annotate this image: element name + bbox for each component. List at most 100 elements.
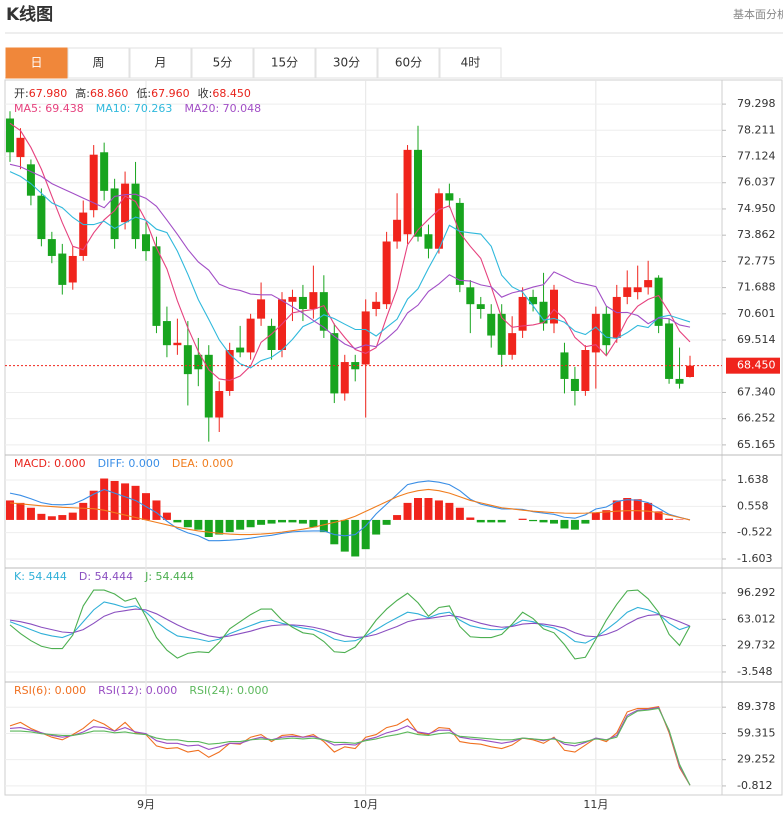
macd-bar [539, 519, 548, 523]
price-tag-label: 68.450 [737, 359, 776, 372]
candle-body [393, 219, 402, 242]
series-line [9, 163, 691, 350]
candle-body [6, 118, 14, 153]
series-line [9, 488, 691, 536]
macd-bar [414, 498, 422, 520]
candle-body [414, 149, 422, 237]
macd-bar [623, 498, 632, 520]
series-line [10, 707, 691, 786]
macd-bar [393, 515, 402, 520]
y-tick-label: 77.124 [737, 150, 776, 163]
macd-bar [487, 519, 496, 523]
y-tick-label: 0.558 [737, 499, 769, 512]
macd-bar [476, 519, 485, 523]
macd-bar [351, 519, 360, 557]
tab[interactable] [315, 47, 378, 79]
candle-body [623, 287, 632, 297]
candle-body [100, 152, 109, 191]
y-tick-label: -0.812 [737, 779, 772, 792]
candle-body [162, 321, 171, 346]
macd-bar [6, 500, 14, 520]
tab-label[interactable]: 日 [30, 56, 42, 70]
y-tick-label: 66.252 [737, 412, 776, 425]
macd-bar [550, 519, 558, 524]
series-line [9, 480, 691, 542]
macd-bar [612, 500, 621, 520]
macd-bar [58, 515, 67, 520]
candle-body [476, 304, 485, 310]
candle-body [257, 299, 266, 319]
candle-body [644, 280, 653, 288]
macd-bar [37, 513, 46, 520]
legend-entry: MA10: 70.263 [96, 102, 173, 115]
macd-bar [267, 519, 276, 524]
candle-body [539, 301, 548, 324]
candle-body [225, 350, 234, 391]
tab[interactable] [67, 47, 130, 79]
macd-bar [403, 502, 412, 520]
macd-bar [278, 519, 286, 523]
macd-bar [455, 507, 464, 520]
macd-bar [131, 485, 140, 520]
ohlc-value: 68.450 [212, 87, 251, 100]
candle-body [79, 212, 88, 256]
ohlc-label: 收: [198, 86, 213, 100]
candle-body [351, 362, 360, 370]
macd-bar [225, 519, 234, 533]
macd-bar [204, 519, 213, 537]
y-tick-label: -1.603 [737, 552, 772, 565]
candle-body [560, 352, 569, 379]
candle-body [319, 292, 328, 331]
series-line [9, 608, 691, 639]
candle-body [26, 164, 35, 196]
candle-body [529, 296, 538, 305]
tab[interactable] [5, 47, 68, 79]
tab-label[interactable]: 月 [154, 56, 166, 70]
macd-bar [497, 519, 506, 523]
candle-body [665, 323, 674, 379]
tab-label[interactable]: 4时 [461, 56, 481, 70]
macd-bar [654, 511, 663, 520]
tab-label[interactable]: 30分 [333, 56, 360, 70]
tab-label[interactable]: 60分 [395, 56, 422, 70]
macd-bar [372, 519, 381, 535]
macd-bar [361, 519, 370, 550]
tab[interactable] [253, 47, 316, 79]
tab-label[interactable]: 周 [92, 56, 104, 70]
page-title: K线图 [6, 4, 53, 25]
candle-body [361, 311, 370, 365]
macd-bar [68, 512, 77, 520]
candle-body [110, 188, 119, 240]
candle-body [89, 154, 98, 211]
candle-body [497, 313, 506, 355]
y-tick-label: -3.548 [737, 665, 772, 678]
tab-label[interactable]: 15分 [271, 56, 298, 70]
y-tick-label: 74.950 [737, 202, 776, 215]
tab[interactable] [377, 47, 440, 79]
candle-body [372, 301, 381, 310]
macd-bar [382, 519, 391, 525]
candle-body [309, 292, 318, 310]
chart-frame [4, 79, 783, 796]
price-tag [726, 357, 780, 374]
candle-body [633, 287, 642, 293]
panel [5, 706, 722, 787]
y-tick-label: 65.165 [737, 438, 776, 451]
fundamentals-link[interactable]: 基本面分析 [733, 7, 783, 21]
candle-body [246, 318, 255, 353]
tab-label[interactable]: 5分 [213, 56, 233, 70]
tab[interactable] [439, 47, 502, 79]
macd-bar [633, 499, 642, 520]
y-tick-label: 72.775 [737, 254, 776, 267]
ohlc-label: 高: [75, 86, 90, 100]
tab[interactable] [129, 47, 192, 79]
series-line [9, 171, 691, 369]
x-tick-label: 9月 [137, 798, 155, 811]
candle-body [686, 365, 694, 378]
candle-body [445, 193, 454, 201]
y-tick-label: 59.315 [737, 726, 776, 739]
macd-bar [162, 512, 171, 520]
tab[interactable] [191, 47, 254, 79]
macd-bar [110, 480, 119, 520]
